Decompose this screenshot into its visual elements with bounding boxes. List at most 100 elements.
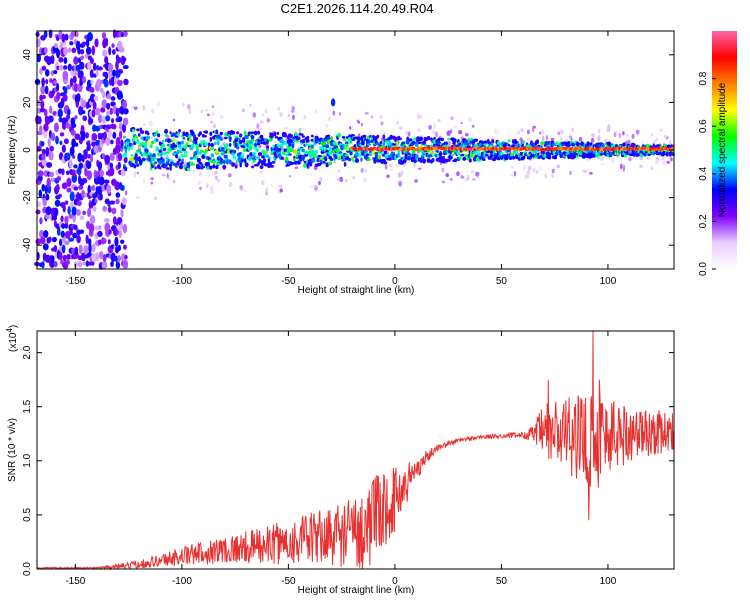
spectrogram-cell — [133, 171, 138, 175]
x-tick-label: -50 — [281, 276, 296, 287]
spectrogram-cell — [244, 189, 247, 193]
spectrogram-cell — [172, 144, 178, 148]
spectrogram-cell — [507, 139, 511, 143]
spectrogram-cell — [60, 223, 66, 229]
spectrogram-cell — [316, 157, 320, 162]
spectrogram-cell — [297, 150, 301, 154]
spectrogram-cell — [63, 56, 68, 64]
spectrogram-cell — [49, 171, 55, 178]
spectrogram-cell — [327, 116, 331, 121]
spectrogram-cell — [120, 253, 127, 262]
colorbar-tick-label: 0.8 — [698, 71, 709, 85]
spectrogram-cell — [60, 202, 66, 208]
spectrogram-cell — [383, 131, 386, 136]
spectrogram-cell — [383, 160, 387, 165]
spectrogram-cell — [613, 132, 617, 138]
spectrogram-cell — [257, 152, 263, 156]
spectrogram-cell — [639, 164, 643, 168]
spectrogram-cell — [109, 167, 115, 177]
spectrogram-cell — [131, 137, 136, 143]
spectrogram-cell — [304, 153, 309, 157]
spectrogram-cell — [327, 139, 331, 145]
spectrogram-cell — [115, 198, 120, 205]
spectrogram-cell — [36, 201, 42, 208]
spectrogram-cell — [259, 120, 264, 124]
spectrogram-cell — [136, 163, 140, 167]
spectrogram-cell — [88, 86, 95, 93]
spectrogram-cell — [87, 31, 94, 42]
spectrogram-cell — [411, 140, 416, 145]
spectrogram-cell — [426, 157, 431, 163]
spectrogram-cell — [108, 46, 112, 56]
spectrogram-cell — [199, 186, 202, 191]
spectrogram-cell — [91, 45, 96, 56]
spectrogram-cell — [81, 110, 86, 115]
spectrogram-cell — [614, 143, 618, 148]
spectrogram-cell — [50, 255, 55, 262]
spectrogram-cell — [435, 131, 438, 136]
spectrogram-cell — [120, 208, 124, 218]
spectrogram-cell — [123, 30, 128, 37]
spectrogram-cell — [464, 154, 468, 158]
spectrogram-cell — [41, 183, 46, 192]
spectrogram-cell — [76, 166, 82, 176]
spectrogram-cell — [195, 146, 200, 150]
spectrogram-cell — [114, 236, 119, 247]
spectrogram-cell — [99, 169, 105, 177]
spectrogram-cell — [262, 158, 267, 163]
spectrogram-cell — [349, 140, 353, 144]
spectrogram-cell — [541, 150, 546, 154]
spectrogram-cell — [91, 132, 98, 141]
spectrogram-cell — [80, 48, 85, 55]
spectrogram-cell — [110, 118, 115, 124]
spectrogram-cell — [380, 137, 384, 142]
spectrogram-cell — [449, 178, 453, 181]
colorbar-ticks: 0.0 0.2 0.4 0.6 0.8 — [698, 71, 716, 276]
spectrogram-cell — [91, 184, 95, 192]
spectrogram-cell — [117, 244, 122, 252]
spectrogram-cell — [178, 164, 184, 170]
spectrogram-cell — [87, 207, 92, 217]
spectrogram-cell — [286, 149, 291, 154]
spectrogram-cell — [74, 133, 81, 140]
spectrogram-cell — [317, 154, 322, 158]
spectrogram-cell — [110, 252, 116, 263]
spectrogram-cell — [190, 163, 196, 166]
spectrogram-cell — [104, 56, 109, 64]
spectrogram-cell — [611, 158, 615, 163]
spectrogram-cell — [365, 153, 370, 157]
spectrogram-cell — [40, 140, 45, 147]
spectrogram-cell — [324, 156, 328, 162]
spectrogram-cell — [445, 141, 448, 145]
figure-title: C2E1.2026.114.20.49.R04 — [281, 1, 434, 16]
spectrogram-cell — [37, 116, 42, 125]
spectrogram-cell — [383, 150, 387, 155]
spectrogram-cell — [44, 184, 48, 195]
spectrogram-cell — [107, 70, 114, 80]
spectrogram-cell — [47, 115, 54, 123]
spectrogram-cell — [557, 131, 561, 136]
spectrogram-cell — [78, 162, 84, 169]
spectrogram-cell — [225, 143, 229, 148]
spectrogram-cell — [183, 145, 188, 150]
spectrogram-cell — [382, 141, 386, 147]
spectrogram-cell — [392, 143, 397, 146]
spectrogram-cell — [360, 122, 363, 127]
spectrogram-cell — [387, 140, 392, 146]
colorbar-tick-label: 0.2 — [698, 214, 709, 228]
spectrogram-cell — [58, 193, 62, 198]
spectrogram-cell — [95, 69, 99, 77]
spectrogram-cell — [328, 146, 332, 152]
spectrogram-cell — [216, 162, 221, 166]
spectrogram-cell — [101, 153, 106, 159]
spectrogram-cell — [219, 157, 224, 163]
spectrogram-cell — [135, 141, 140, 144]
spectrogram-cell — [647, 153, 652, 156]
spectrogram-cell — [568, 135, 572, 138]
spectrogram-cell — [133, 141, 137, 146]
spectrogram-cell — [41, 152, 46, 162]
spectrogram-cell — [585, 158, 589, 161]
spectrogram-cell — [351, 176, 356, 180]
spectrogram-cell — [219, 115, 224, 120]
spectrogram-cell — [141, 157, 146, 161]
